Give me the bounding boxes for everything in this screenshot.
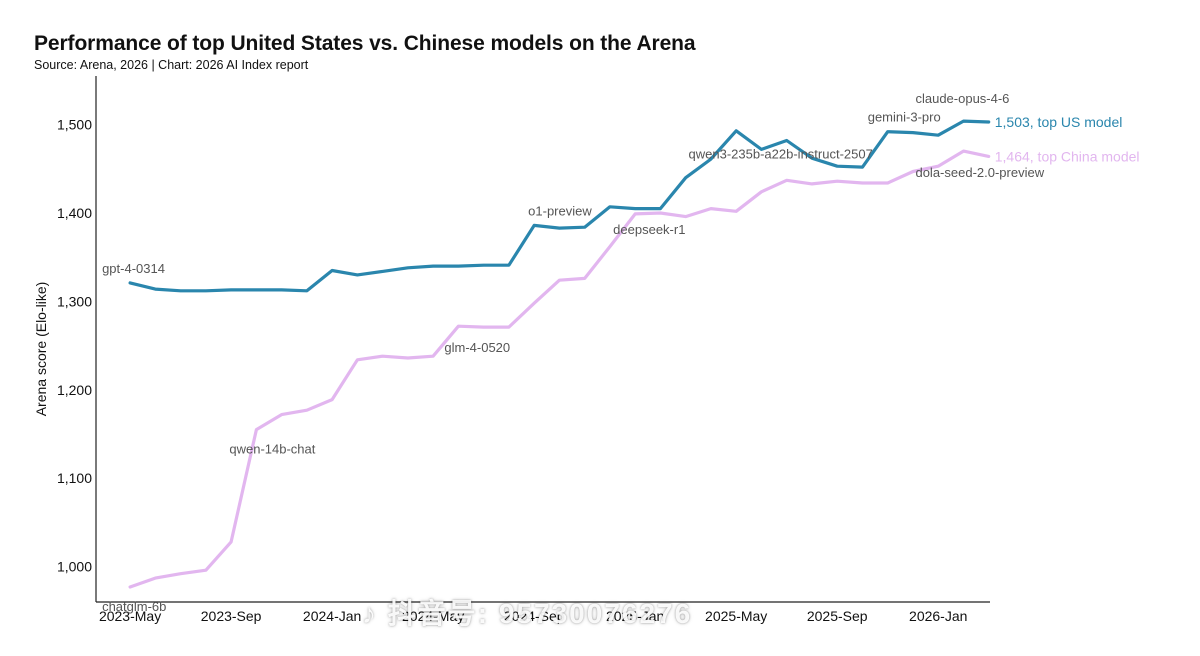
series-line-top-us-model: [128, 119, 991, 293]
y-tick-label: 1,200: [57, 382, 92, 398]
annotation-label: deepseek-r1: [613, 222, 685, 237]
chart-subtitle: Source: Arena, 2026 | Chart: 2026 AI Ind…: [34, 58, 309, 72]
annotations: gpt-4-0314 o1-preview gemini-3-pro claude-o…: [102, 91, 1139, 614]
x-tick-label: 2026-Jan: [909, 608, 967, 624]
end-value-label: 1,464, top China model: [995, 148, 1140, 164]
y-tick-label: 1,300: [57, 293, 92, 309]
y-tick-label: 1,100: [57, 470, 92, 486]
axes: 1,000 1,100 1,200 1,300 1,400 1,500 2023-May 20…: [33, 76, 990, 624]
x-tick-label: 2024-Sep: [504, 608, 565, 624]
annotation-label: chatglm-6b: [102, 599, 166, 614]
annotation-label: claude-opus-4-6: [915, 91, 1009, 106]
x-tick-label: 2024-May: [402, 608, 464, 624]
y-tick-label: 1,400: [57, 205, 92, 221]
series-lines: [128, 119, 991, 589]
annotation-label: gemini-3-pro: [868, 110, 941, 125]
annotation-label: gpt-4-0314: [102, 261, 165, 276]
x-tick-label: 2024-Jan: [303, 608, 361, 624]
series-line-top-china-model: [128, 149, 991, 589]
annotation-label: dola-seed-2.0-preview: [915, 165, 1044, 180]
annotation-label: qwen3-235b-a22b-instruct-2507: [689, 146, 873, 161]
x-tick-label: 2025-Jan: [606, 608, 664, 624]
y-tick-label: 1,000: [57, 559, 92, 575]
chart-title: Performance of top United States vs. Chi…: [34, 32, 696, 55]
x-tick-label: 2023-Sep: [201, 608, 262, 624]
annotation-label: qwen-14b-chat: [229, 442, 315, 457]
annotation-label: o1-preview: [528, 203, 592, 218]
y-axis-title: Arena score (Elo-like): [33, 282, 49, 417]
x-tick-label: 2025-Sep: [807, 608, 868, 624]
x-tick-label: 2023-May: [99, 608, 161, 624]
x-tick-label: 2025-May: [705, 608, 767, 624]
y-tick-label: 1,500: [57, 117, 92, 133]
end-value-label: 1,503, top US model: [995, 114, 1123, 130]
annotation-label: glm-4-0520: [444, 340, 510, 355]
